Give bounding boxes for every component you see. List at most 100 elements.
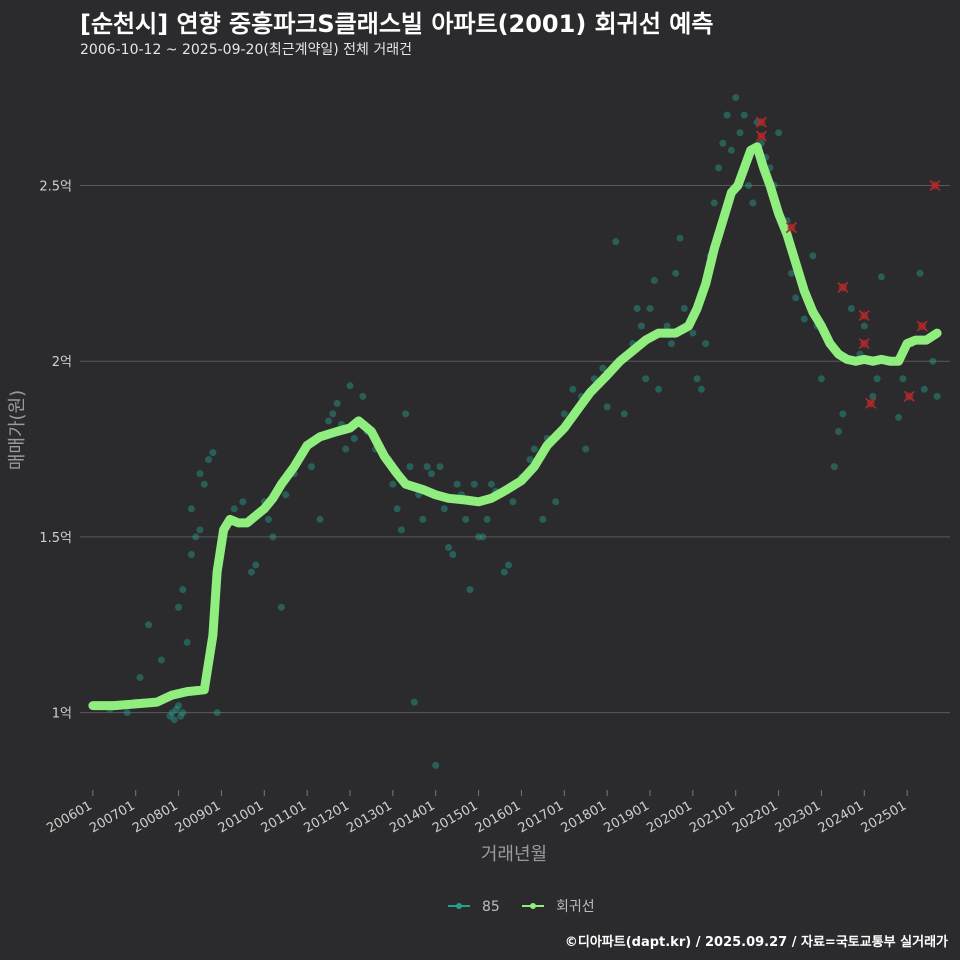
x-tick-label: 201301	[344, 798, 394, 836]
scatter-point	[123, 709, 131, 717]
scatter-point	[402, 410, 410, 418]
x-tick-label: 201101	[259, 798, 309, 836]
scatter-point	[329, 410, 337, 418]
scatter-point	[136, 674, 144, 682]
x-tick-label: 202201	[730, 798, 780, 836]
scatter-point	[487, 480, 495, 488]
outlier-cross	[755, 130, 767, 142]
y-tick-label: 2억	[52, 355, 72, 370]
scatter-point	[929, 357, 937, 365]
scatter-point	[723, 111, 731, 119]
scatter-point	[667, 340, 675, 348]
scatter-point	[745, 181, 753, 189]
scatter-point	[440, 505, 448, 513]
scatter-point	[642, 375, 650, 383]
scatter-point	[187, 551, 195, 559]
outlier-marker	[903, 390, 915, 402]
scatter-point	[277, 603, 285, 611]
scatter-point	[325, 417, 333, 425]
scatter-point	[397, 526, 405, 534]
scatter-point	[817, 375, 825, 383]
x-tick-label: 201501	[430, 798, 480, 836]
scatter-point	[393, 505, 401, 513]
scatter-point	[792, 294, 800, 302]
scatter-point	[835, 427, 843, 435]
scatter-point	[847, 304, 855, 312]
scatter-point	[157, 656, 165, 664]
outlier-marker	[929, 179, 941, 192]
scatter-point	[650, 276, 658, 284]
outlier-marker	[755, 130, 767, 142]
scatter-point	[432, 761, 440, 769]
scatter-point	[449, 551, 457, 559]
scatter-point	[830, 463, 838, 471]
scatter-point	[612, 238, 620, 246]
scatter-point	[247, 568, 255, 576]
x-tick-label: 200701	[87, 798, 137, 836]
scatter-point	[500, 568, 508, 576]
scatter-point	[187, 505, 195, 513]
y-tick-label: 1.5억	[39, 531, 72, 546]
scatter-point	[483, 515, 491, 523]
outlier-cross	[858, 309, 870, 322]
outlier-cross	[755, 116, 767, 128]
scatter-point	[183, 638, 191, 646]
scatter-point	[166, 712, 174, 720]
scatter-point	[205, 456, 213, 464]
outlier-layer	[755, 116, 941, 409]
scatter-point	[265, 515, 273, 523]
scatter-point	[787, 269, 795, 277]
scatter-point	[453, 480, 461, 488]
x-tick-label: 201701	[516, 798, 566, 836]
scatter-point	[860, 322, 868, 330]
scatter-layer	[93, 94, 941, 769]
scatter-point	[633, 304, 641, 312]
x-tick-label: 201801	[559, 798, 609, 836]
y-axis-title: 매매가(원)	[7, 390, 28, 470]
y-tick-label: 1억	[52, 707, 72, 722]
scatter-point	[680, 304, 688, 312]
scatter-point	[599, 364, 607, 372]
scatter-point	[419, 515, 427, 523]
scatter-point	[200, 480, 208, 488]
x-tick-label: 201001	[216, 798, 266, 836]
scatter-point	[839, 410, 847, 418]
scatter-point	[406, 463, 414, 471]
scatter-point	[427, 470, 435, 478]
scatter-point	[350, 435, 358, 443]
scatter-point	[410, 698, 418, 706]
outlier-marker	[858, 309, 870, 322]
scatter-point	[663, 322, 671, 330]
legend-swatch-dot	[456, 903, 462, 909]
scatter-point	[230, 505, 238, 513]
scatter-point	[809, 252, 817, 260]
scatter-point	[239, 498, 247, 506]
scatter-point	[145, 621, 153, 629]
scatter-point	[445, 543, 453, 551]
scatter-point	[526, 456, 534, 464]
scatter-point	[895, 413, 903, 421]
scatter-point	[389, 480, 397, 488]
scatter-point	[196, 470, 204, 478]
x-tick-label: 202001	[644, 798, 694, 836]
scatter-point	[920, 385, 928, 393]
legend-label: 회귀선	[556, 899, 595, 915]
axis-layer: 1억 1.5억 2억 2.5억 2006012007012008012009012010…	[39, 179, 909, 836]
scatter-point	[775, 129, 783, 137]
scatter-point	[175, 603, 183, 611]
scatter-point	[873, 375, 881, 383]
scatter-point	[466, 586, 474, 594]
outlier-cross	[837, 281, 849, 293]
outlier-cross	[785, 222, 797, 234]
scatter-point	[209, 449, 217, 457]
scatter-point	[179, 709, 187, 717]
outlier-marker	[865, 397, 877, 409]
scatter-point	[192, 533, 200, 541]
scatter-point	[697, 385, 705, 393]
x-tick-label: 200601	[44, 798, 94, 836]
scatter-point	[470, 480, 478, 488]
y-tick-label: 2.5억	[39, 179, 72, 194]
scatter-point	[269, 533, 277, 541]
scatter-point	[346, 382, 354, 390]
